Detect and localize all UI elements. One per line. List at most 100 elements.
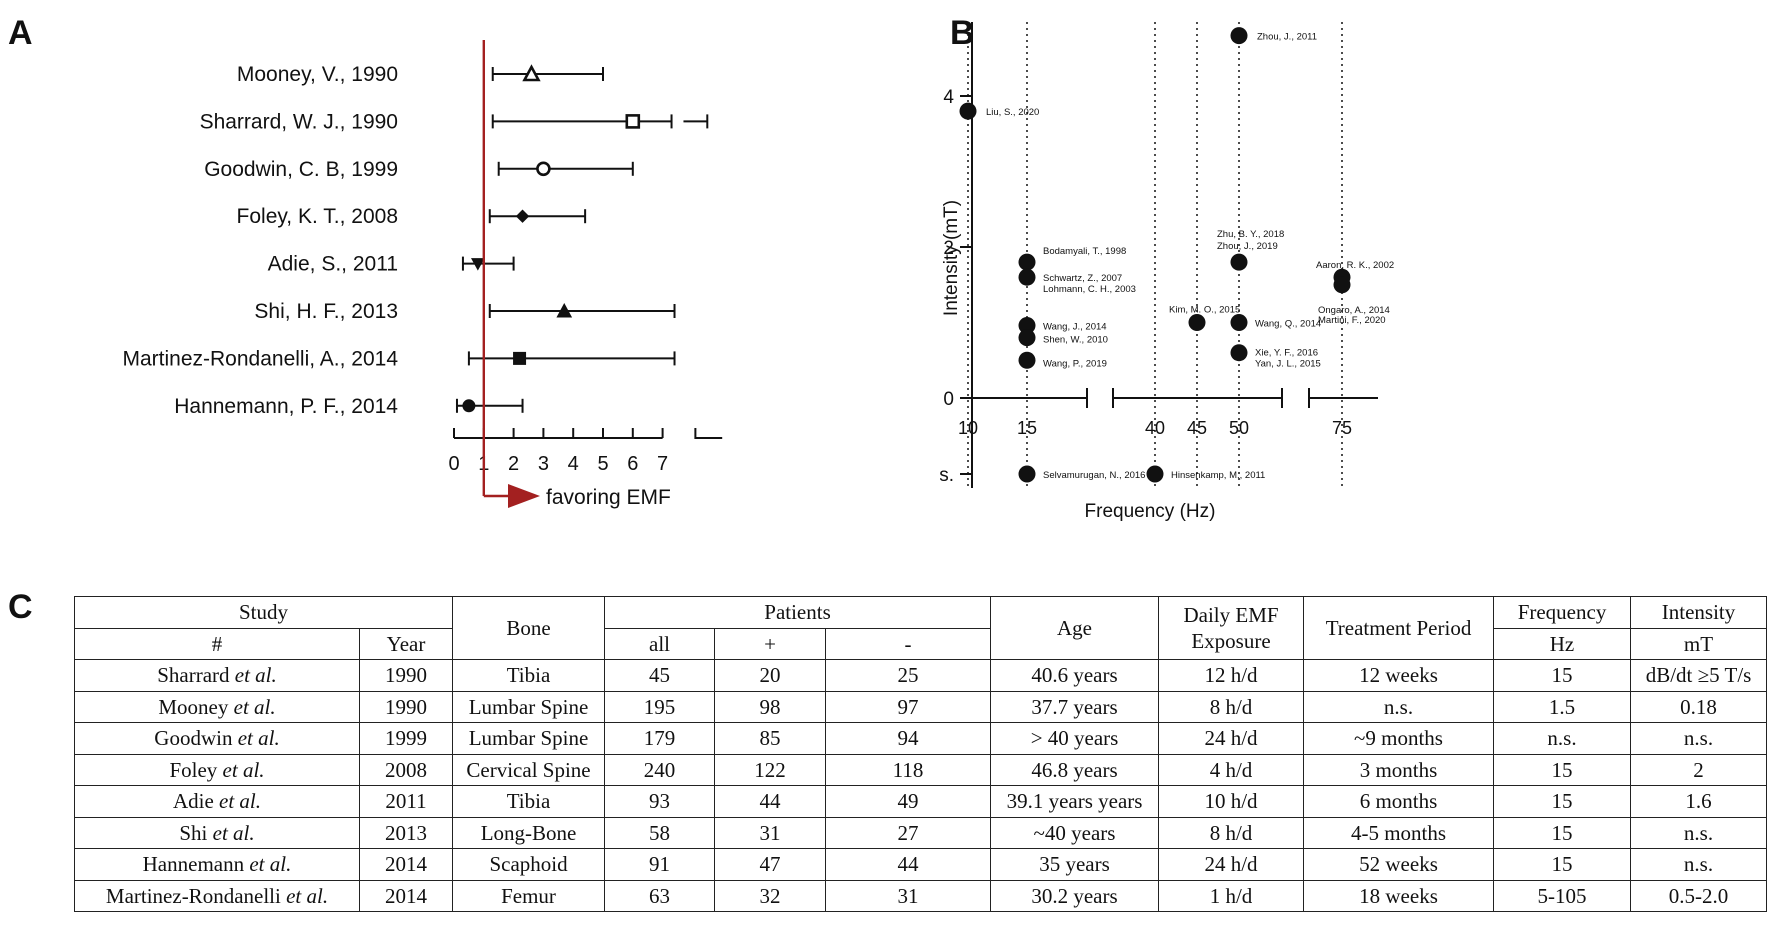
study-label: Martinez-Rondanelli, A., 2014 [123, 347, 399, 370]
data-point [1018, 253, 1036, 271]
cell-period: 4-5 months [1303, 816, 1495, 849]
cell-pos: 20 [714, 659, 827, 692]
point-label: Hinsenkamp, M., 2011 [1171, 470, 1265, 481]
header-treatment-period: Treatment Period [1303, 596, 1495, 660]
cell-exposure: 1 h/d [1158, 879, 1305, 912]
data-point [1230, 253, 1248, 271]
cell-exposure: 4 h/d [1158, 753, 1305, 786]
cell-exposure: 8 h/d [1158, 690, 1305, 723]
point-label: Kim, M. O., 2015 [1169, 305, 1240, 316]
point-label: Selvamurugan, N., 2016 [1043, 470, 1145, 481]
cell-age: 37.7 years [990, 690, 1160, 723]
study-label: Goodwin, C. B, 1999 [204, 158, 398, 181]
header-row-1: Study Bone Patients Age Daily EMF Exposur… [73, 596, 1768, 660]
cell-all: 58 [604, 816, 716, 849]
study-table-wrapper: Study Bone Patients Age Daily EMF Exposur… [73, 596, 1768, 912]
arrow-head [508, 484, 540, 508]
study-author: Adie [172, 789, 220, 814]
x-tick-label: 0 [448, 453, 459, 475]
cell-intensity: 0.5-2.0 [1630, 879, 1768, 912]
study-label: Shi, H. F., 2013 [254, 300, 398, 323]
study-author: Goodwin [154, 726, 238, 751]
estimate-marker [625, 114, 641, 129]
cell-intensity: 2 [1630, 753, 1768, 786]
cell-all: 179 [604, 722, 716, 755]
forest-row: Shi, H. F., 2013 [254, 300, 676, 323]
cell-freq: 15 [1493, 753, 1632, 786]
table-row: Sharrard et al. 1990 Tibia 45 20 25 40.6 years… [74, 659, 1768, 692]
cell-intensity: 1.6 [1630, 785, 1768, 818]
cell-pos: 98 [714, 690, 827, 723]
cell-neg: 94 [825, 722, 992, 755]
data-point [1230, 27, 1248, 45]
point-label: Zhou, J., 2011 [1257, 32, 1317, 43]
cell-period: 12 weeks [1303, 659, 1495, 692]
study-author: Mooney [158, 694, 234, 719]
point-label: Shen, W., 2010 [1043, 335, 1108, 346]
header-age: Age [990, 596, 1160, 660]
cell-neg: 97 [825, 690, 992, 723]
x-tick-label: 45 [1187, 418, 1207, 438]
header-row-2: # Year all + - Hz mT [74, 627, 1768, 660]
forest-row: Foley, K. T., 2008 [237, 205, 587, 228]
cell-study: Foley et al. [74, 753, 360, 786]
cell-bone: Lumbar Spine [452, 690, 606, 723]
forest-row: Sharrard, W. J., 1990 [200, 110, 709, 133]
point-label: Wang, J., 2014 [1043, 322, 1107, 333]
cell-period: 6 months [1303, 785, 1495, 818]
cell-year: 2013 [358, 816, 454, 849]
study-etal: et al. [212, 820, 255, 845]
cell-pos: 47 [714, 848, 827, 881]
cell-period: n.s. [1303, 690, 1495, 723]
cell-neg: 25 [825, 659, 992, 692]
cell-pos: 122 [714, 753, 827, 786]
subheader-all: all [604, 627, 716, 660]
cell-age: 46.8 years [990, 753, 1160, 786]
cell-all: 93 [604, 785, 716, 818]
forest-row: Adie, S., 2011 [268, 253, 515, 276]
cell-exposure: 12 h/d [1158, 659, 1305, 692]
x-tick-label: 6 [627, 453, 638, 475]
estimate-marker [513, 351, 527, 365]
cell-pos: 85 [714, 722, 827, 755]
panel-label-b: B [950, 14, 975, 52]
data-point [1188, 314, 1206, 331]
cell-year: 2011 [358, 785, 454, 818]
data-point [1333, 276, 1351, 294]
y-axis-title: Intensity (mT) [941, 200, 962, 316]
study-etal: et al. [234, 663, 277, 688]
forest-plot: Mooney, V., 1990 Sharrard, W. J., 1990 Goo… [123, 40, 723, 509]
table-row: Goodwin et al. 1999 Lumbar Spine 179 85 94 > 4… [74, 722, 1768, 755]
x-tick-label: 7 [657, 453, 668, 475]
header-patients: Patients [604, 596, 992, 629]
point-label: Wang, P., 2019 [1043, 358, 1107, 369]
cell-age: ~40 years [990, 816, 1160, 849]
study-etal: et al. [222, 757, 265, 782]
study-etal: et al. [233, 694, 276, 719]
cell-neg: 27 [825, 816, 992, 849]
study-label: Hannemann, P. F., 2014 [174, 395, 398, 418]
panel-label-c: C [8, 588, 33, 626]
data-point [1018, 268, 1036, 286]
cell-intensity: n.s. [1630, 816, 1768, 849]
cell-pos: 32 [714, 879, 827, 912]
study-author: Shi [179, 820, 213, 845]
cell-neg: 31 [825, 879, 992, 912]
table-row: Hannemann et al. 2014 Scaphoid 91 47 44 35 yea… [74, 848, 1768, 881]
panel-label-a: A [8, 14, 33, 52]
point-label: Aaron, R. K., 2002 [1316, 260, 1394, 271]
x-tick-label: 4 [568, 453, 579, 475]
forest-row: Mooney, V., 1990 [237, 63, 604, 86]
y-tick-label: 4 [943, 87, 954, 108]
study-author: Martinez-Rondanelli [105, 883, 287, 908]
arrow-label: favoring EMF [546, 486, 671, 509]
cell-all: 91 [604, 848, 716, 881]
estimate-marker [536, 161, 551, 177]
x-tick-label: 5 [597, 453, 608, 475]
point-label: Bodamyali, T., 1998 [1043, 246, 1126, 257]
cell-freq: n.s. [1493, 722, 1632, 755]
estimate-marker [556, 302, 573, 318]
subheader-number: # [74, 627, 360, 660]
cell-freq: 15 [1493, 659, 1632, 692]
table-row: Foley et al. 2008 Cervical Spine 240 122 118 4… [74, 753, 1768, 786]
